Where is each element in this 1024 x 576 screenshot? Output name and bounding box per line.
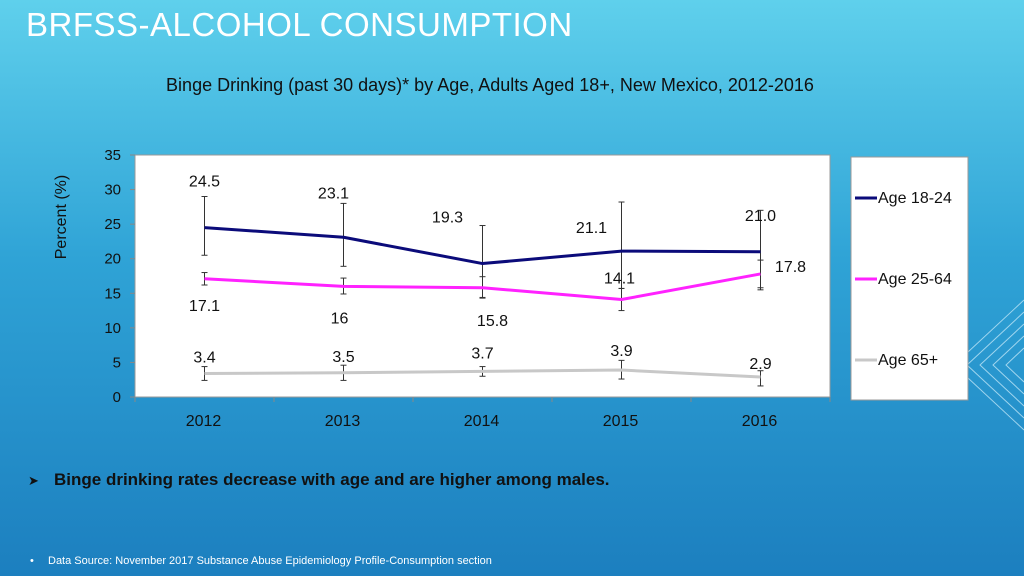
data-label: 3.7	[471, 345, 493, 362]
y-tick-label: 35	[104, 147, 121, 164]
data-label: 17.1	[189, 298, 220, 315]
x-tick-label: 2015	[603, 413, 639, 430]
data-label: 15.8	[477, 313, 508, 330]
data-label: 24.5	[189, 174, 220, 191]
y-tick-label: 0	[113, 389, 121, 406]
chart-title: Binge Drinking (past 30 days)* by Age, A…	[166, 75, 814, 95]
x-tick-label: 2013	[325, 413, 361, 430]
data-label: 19.3	[432, 210, 463, 227]
y-axis-label: Percent (%)	[53, 175, 70, 259]
series-line-age-65-	[204, 368, 761, 379]
y-tick-label: 5	[113, 354, 121, 371]
data-label: 21.1	[576, 220, 607, 237]
data-label: 3.4	[193, 349, 215, 366]
x-tick-label: 2016	[742, 413, 778, 430]
data-label: 3.9	[610, 343, 632, 360]
x-tick-label: 2014	[464, 413, 500, 430]
legend-label: Age 25-64	[878, 271, 952, 288]
y-tick-label: 25	[104, 216, 121, 233]
y-tick-label: 10	[104, 320, 121, 337]
data-label: 21.0	[745, 208, 776, 225]
data-label: 14.1	[604, 271, 635, 288]
data-label: 2.9	[749, 356, 771, 373]
data-label: 3.5	[332, 349, 354, 366]
series-line-age-25-64	[204, 272, 761, 302]
bullet-text: Binge drinking rates decrease with age a…	[54, 470, 610, 489]
arrow-bullet-icon: ➤	[28, 473, 39, 488]
data-label: 23.1	[318, 185, 349, 202]
series-line-age-18-24	[204, 226, 761, 266]
data-label: 16	[331, 310, 349, 327]
bullet-dot-icon: •	[30, 555, 34, 567]
data-label: 17.8	[775, 259, 806, 276]
source-text: Data Source: November 2017 Substance Abu…	[48, 555, 492, 567]
y-tick-label: 20	[104, 251, 121, 268]
y-tick-label: 15	[104, 285, 121, 302]
slide-title: BRFSS-ALCOHOL CONSUMPTION	[26, 6, 573, 43]
legend-label: Age 65+	[878, 352, 938, 369]
x-tick-label: 2012	[186, 413, 222, 430]
y-tick-label: 30	[104, 182, 121, 199]
data-source-note: • Data Source: November 2017 Substance Ab…	[30, 555, 492, 567]
legend-label: Age 18-24	[878, 190, 952, 207]
bullet-point: ➤ Binge drinking rates decrease with age …	[28, 470, 610, 490]
